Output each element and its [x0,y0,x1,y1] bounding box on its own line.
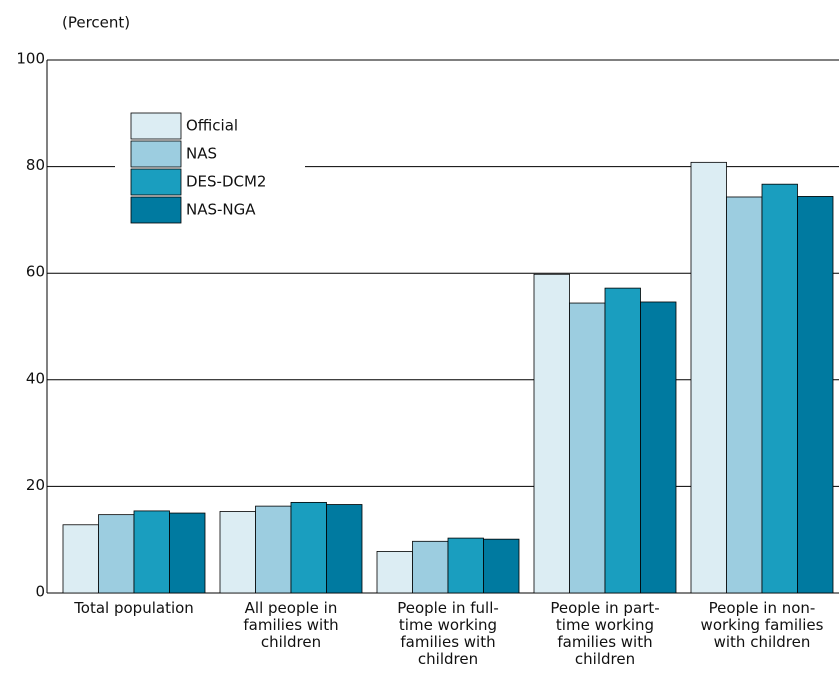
bar [290,501,327,594]
legend-swatch [130,168,182,196]
y-tick-label: 20 [26,476,45,494]
y-tick-label: 40 [26,369,45,387]
y-tick-label: 80 [26,156,45,174]
x-tick-label: People in part-time working families wit… [550,599,660,668]
bar [569,302,606,594]
bar [483,538,520,594]
bar [447,537,484,594]
legend-label: DES-DCM2 [186,173,266,191]
y-tick-label: 0 [35,583,45,601]
x-tick-label: People in full-time working families wit… [397,599,499,668]
bar [326,504,363,594]
bar [412,540,449,594]
x-tick-label: All people in families with children [243,599,339,651]
bar [690,161,727,594]
bar [62,524,99,594]
bar [726,196,763,594]
bar [376,551,413,594]
y-axis-label: (Percent) [62,14,130,32]
bar [604,287,641,594]
legend-label: Official [186,117,238,135]
legend-swatch [130,196,182,224]
y-tick-label: 100 [16,50,45,68]
bar [533,273,570,594]
bar [255,505,292,594]
bar [797,196,834,594]
x-tick-label: Total population [74,599,194,617]
x-tick-label: People in non-working families with chil… [700,599,824,651]
bar [761,183,798,594]
bar [133,510,170,594]
bar [219,511,256,594]
bar [640,301,677,594]
legend-swatch [130,140,182,168]
bar [169,512,206,594]
bar [98,514,135,594]
y-tick-label: 60 [26,263,45,281]
legend-label: NAS [186,145,217,163]
legend-swatch [130,112,182,140]
legend-label: NAS-NGA [186,201,256,219]
